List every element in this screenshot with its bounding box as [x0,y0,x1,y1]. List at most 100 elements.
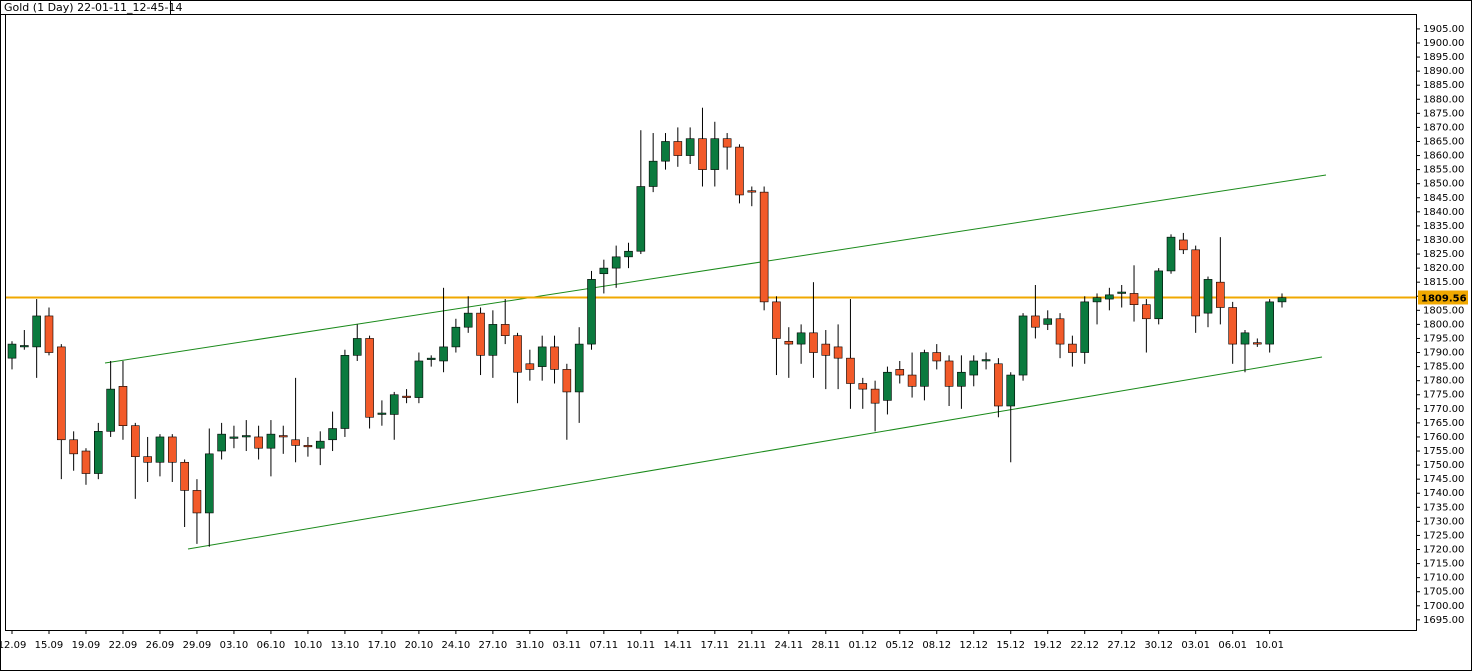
candle-body [710,138,720,170]
plot-area [5,14,1417,631]
x-tick-label: 22.09 [109,640,138,651]
x-tick-label: 17.11 [700,640,729,651]
candle-body [365,338,374,418]
x-tick-label: 24.11 [774,640,803,651]
channel-lower [187,356,1323,550]
x-tick-label: 10.11 [627,640,656,651]
candle-body [809,332,818,353]
candle-body [833,346,843,359]
candle-body [451,326,461,348]
candle-body [648,160,658,187]
candle-body [488,324,498,356]
candle-body [673,141,683,156]
x-tick-label: 10.10 [294,640,323,651]
y-tick-label: 1695.00 [1423,615,1464,626]
candle-body [180,461,189,491]
price-label: 1809.56 [1421,293,1467,304]
candle-body [131,425,140,457]
candle-body [1253,342,1262,345]
y-tick-label: 1865.00 [1423,136,1464,147]
candle-body [1265,301,1274,345]
y-tick-label: 1815.00 [1423,277,1464,288]
candle-body [241,435,251,438]
y-tick-label: 1860.00 [1423,151,1464,162]
candle-body [204,453,214,514]
candle-body [1166,236,1176,272]
x-tick-label: 03.11 [553,640,582,651]
candle-body [32,315,41,348]
title-box [0,0,171,15]
candle-body [784,340,794,345]
x-tick-label: 27.12 [1107,640,1136,651]
y-tick-label: 1870.00 [1423,122,1464,133]
candle-body [1203,279,1213,314]
candle-body [969,360,979,376]
candle-body [328,428,337,441]
candle-body [266,433,276,449]
y-tick-label: 1855.00 [1423,165,1464,176]
candle-body [1055,318,1065,345]
candle-body [587,279,596,345]
y-tick-label: 1770.00 [1423,404,1464,415]
candle-body [414,360,424,398]
x-tick-label: 26.09 [146,640,175,651]
candle-body [895,369,905,376]
candle-body [846,357,855,384]
candle-body [537,346,547,367]
x-tick-label: 05.12 [885,640,914,651]
x-tick-label: 19.12 [1033,640,1062,651]
candle-body [562,369,572,393]
candle-body [217,433,226,452]
candle-body [1240,332,1250,345]
candle-body [772,301,781,339]
candle-body [254,436,263,449]
y-tick-label: 1740.00 [1423,488,1464,499]
candle-body [870,388,880,404]
candle-body [599,267,609,275]
candle-body [352,338,362,356]
candle-body [698,138,707,170]
candle-body [611,256,621,269]
y-tick-label: 1900.00 [1423,38,1464,49]
x-tick-label: 12.09 [0,640,26,651]
candle-body [858,383,868,390]
x-tick-label: 12.12 [959,640,988,651]
channel-upper [104,174,1327,364]
chart-title: Gold (1 Day) 22-01-11_12-45-14 [4,1,182,14]
candle-body [1018,315,1028,376]
x-tick-label: 29.09 [183,640,212,651]
candle-body [167,436,177,463]
x-tick-label: 28.11 [811,640,840,651]
x-tick-label: 22.12 [1070,640,1099,651]
y-tick-label: 1760.00 [1423,432,1464,443]
candle-body [1043,318,1053,325]
x-tick-label: 01.12 [848,640,877,651]
candle-body [796,332,806,345]
candle-body [439,346,448,362]
x-tick-label: 27.10 [479,640,508,651]
y-tick-label: 1715.00 [1423,559,1464,570]
candle-body [1191,249,1200,317]
y-tick-label: 1845.00 [1423,193,1464,204]
candle-body [1228,307,1237,345]
x-tick-label: 20.10 [405,640,434,651]
y-tick-label: 1735.00 [1423,502,1464,513]
candle-body [315,440,325,449]
x-tick-label: 06.10 [257,640,286,651]
y-tick-label: 1830.00 [1423,235,1464,246]
y-tick-label: 1875.00 [1423,108,1464,119]
y-tick-label: 1725.00 [1423,530,1464,541]
x-tick-label: 10.01 [1255,640,1284,651]
candle-body [1117,291,1126,294]
y-tick-label: 1745.00 [1423,474,1464,485]
candle-body [525,363,535,370]
y-tick-label: 1730.00 [1423,516,1464,527]
x-tick-label: 08.12 [922,640,951,651]
x-tick-label: 07.11 [590,640,619,651]
candle-body [44,315,54,353]
candle-body [229,436,239,439]
y-tick-label: 1790.00 [1423,348,1464,359]
candle-body [118,386,128,426]
candle-body [920,352,929,387]
x-tick-label: 03.01 [1181,640,1210,651]
